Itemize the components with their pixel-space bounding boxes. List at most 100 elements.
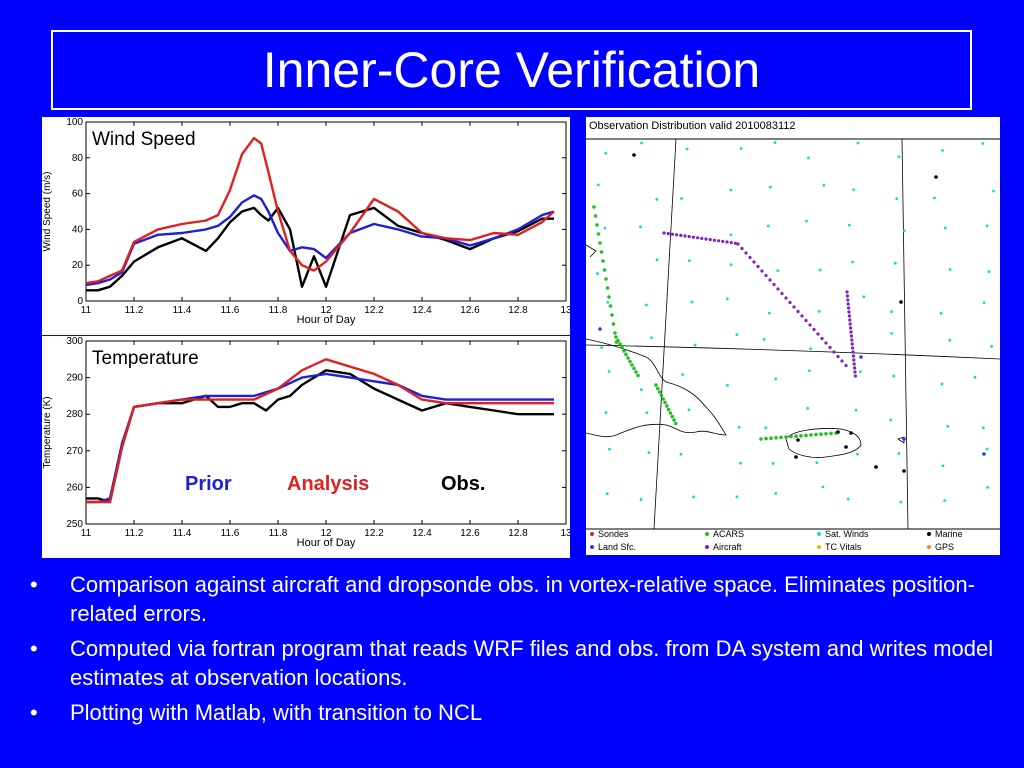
aircraft-point [687,235,691,239]
legend-label: Land Sfc. [598,542,636,552]
marine-point [632,153,636,157]
aircraft-point [840,359,844,363]
aircraft-point [832,350,836,354]
acars-point [598,241,602,245]
obs-map-panel: Observation Distribution valid 201008311… [585,117,1001,555]
acars-point [620,345,624,350]
acars-point [622,349,626,353]
x-tick-label: 12.6 [460,305,480,316]
sat-wind-point [807,369,811,373]
acars-point [769,436,773,441]
land-sfc-point [598,327,602,331]
slide-title: Inner-Core Verification [262,42,761,98]
aircraft-point [846,298,850,302]
sat-wind-point [943,226,947,230]
aircraft-point [696,236,700,240]
sat-wind-point [692,495,696,499]
acars-point [659,393,664,398]
acars-point [654,383,658,387]
y-tick-label: 80 [72,153,84,164]
sat-wind-point [818,268,822,272]
legend-marker [927,545,931,549]
x-axis-label: Hour of Day [297,537,356,549]
acars-point [632,366,636,371]
legend-marker [590,545,594,549]
x-tick-label: 11.8 [269,528,288,539]
aircraft-point [733,241,737,245]
series-line-prior [85,194,555,287]
acars-point [613,331,617,335]
sat-wind-point [946,424,950,428]
aircraft-point [764,273,768,278]
bullet-item: • Comparison against aircraft and dropson… [30,570,1010,628]
sat-wind-point [693,343,697,347]
acars-point [661,397,665,401]
bullet-symbol: • [30,700,38,725]
aircraft-point [729,241,733,245]
sat-wind-point [607,370,611,373]
aircraft-point [850,338,854,342]
acars-point [674,421,678,426]
sat-wind-point [821,485,825,489]
marine-point [849,431,853,435]
land-sfc-point [859,355,863,359]
sat-wind-point [729,233,733,237]
aircraft-point [846,302,850,306]
acars-point [789,434,793,439]
sat-wind-point [856,452,859,456]
legend-label: Sondes [598,529,629,539]
aircraft-point [712,238,716,242]
sat-wind-point [992,189,995,193]
acars-point [634,370,638,374]
acars-point [672,418,676,422]
y-tick-label: 300 [66,336,83,347]
x-tick-label: 11.2 [125,528,144,539]
acars-point [656,386,660,391]
sat-wind-point [640,388,643,392]
sat-wind-point [681,373,685,376]
legend-label: Marine [935,529,963,539]
acars-point [774,436,778,440]
sat-wind-point [774,377,778,381]
sat-wind-point [603,226,607,230]
sat-wind-point [940,382,944,386]
sat-wind-point [685,147,689,151]
coastline [585,338,727,438]
temperature-chart: 11 11.2 11.4 11.6 11.8 12 12.2 12.4 12.6 12.8 13 25… [42,336,572,549]
acars-point [616,338,620,343]
wind-speed-chart: 11 11.2 11.4 11.6 11.8 12 12.2 12.4 12.6 12.8 13 0 2… [42,117,572,326]
aircraft-point [847,314,851,318]
sat-wind-point [822,183,826,187]
aircraft-point [828,345,832,350]
x-tick-label: 11 [81,528,92,539]
aircraft-point [847,306,851,310]
sat-wind-point [726,383,729,387]
sat-wind-point [815,461,819,465]
sat-wind-point [600,346,604,350]
x-tick-label: 13 [560,528,570,539]
acars-point [593,214,598,218]
sat-wind-point [739,461,742,465]
acars-point [764,436,768,441]
sat-wind-point [817,309,821,313]
map-parallel-line [585,344,1001,360]
y-tick-label: 250 [66,519,83,530]
aircraft-point [851,346,855,350]
aircraft-point [836,354,840,359]
y-tick-label: 290 [66,373,83,384]
plot-frame [85,121,567,302]
acars-point [630,363,634,367]
aircraft-point [850,342,854,346]
acars-point [608,304,613,308]
marine-point [796,438,800,442]
sat-wind-point [846,497,850,501]
acars-point [599,250,604,254]
acars-point [605,286,610,290]
y-tick-label: 0 [77,296,83,307]
sat-wind-point [739,147,743,150]
aircraft-point [725,240,729,244]
aircraft-point [670,232,674,236]
sat-wind-point [735,495,739,499]
legend-obs: Obs. [441,473,486,495]
sat-wind-point [774,491,778,495]
